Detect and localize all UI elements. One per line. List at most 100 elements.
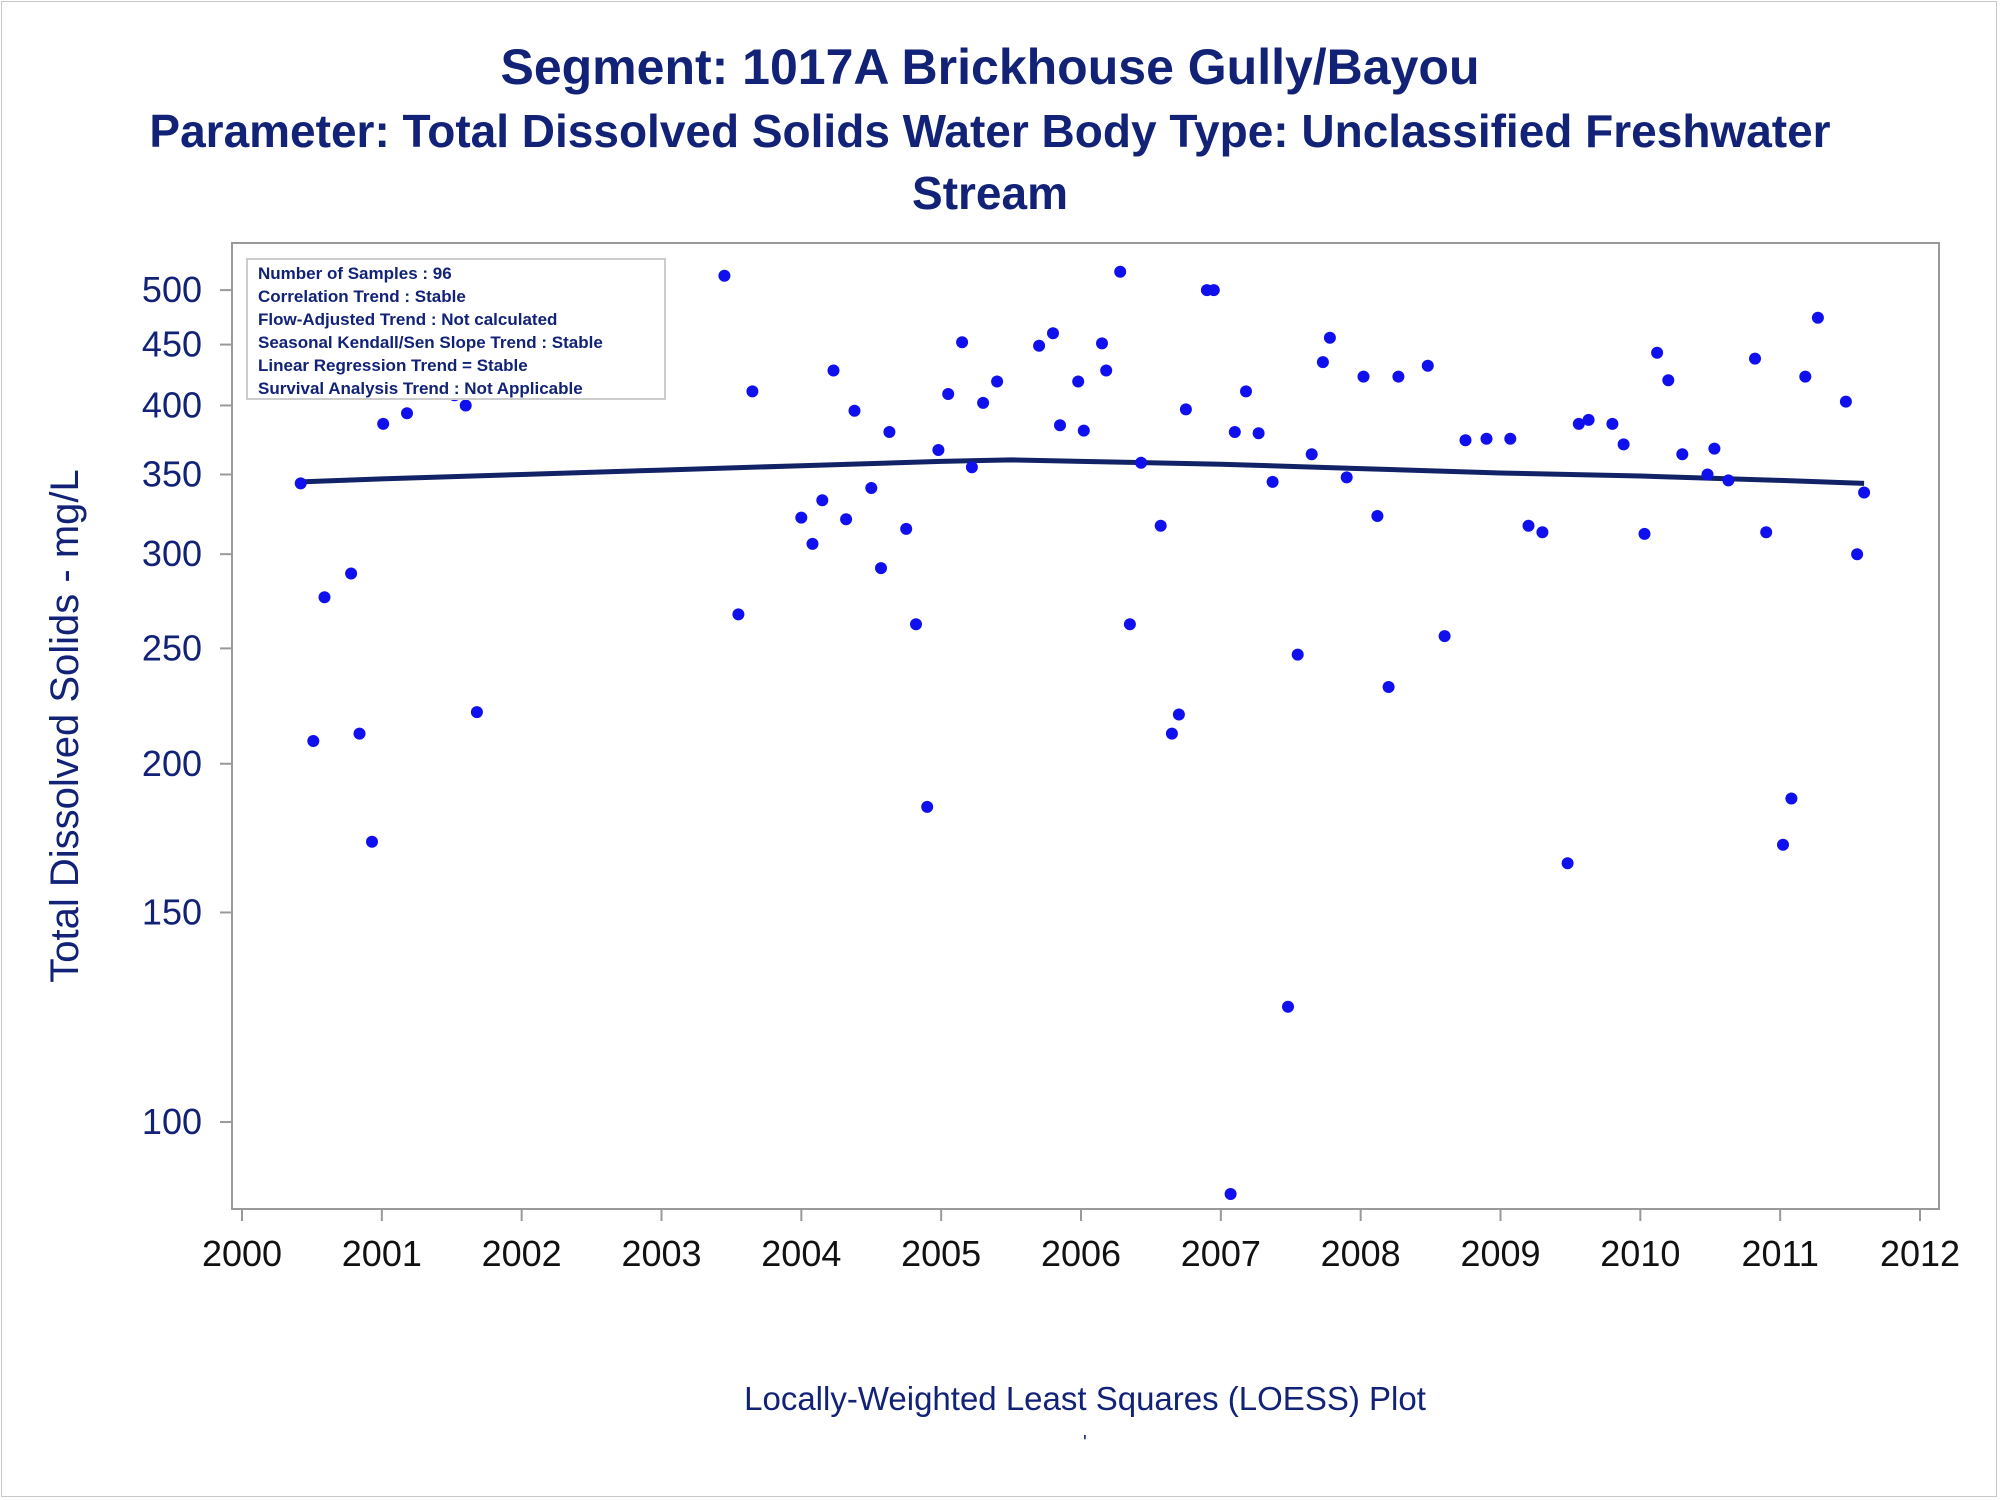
data-point [932,444,945,456]
data-point [1165,727,1178,740]
data-point [1522,519,1535,532]
y-tick-label: 450 [142,324,202,365]
data-point [1228,426,1241,438]
data-point [746,385,759,398]
data-point [1382,681,1395,693]
data-point [1054,419,1066,432]
data-point [956,336,969,349]
x-tick-label: 2008 [1321,1233,1401,1274]
footnote-mark: ' [1083,1432,1087,1454]
data-point [1651,346,1664,359]
data-point [1282,1000,1294,1013]
y-axis-label: Total Dissolved Solids - mg/L [43,469,87,983]
data-point [1096,337,1108,350]
data-point [1799,370,1812,383]
data-point [1207,284,1220,297]
plot-area [231,242,1940,1210]
stats-line: Number of Samples : 96 [258,264,452,283]
data-point [840,513,853,526]
x-tick-label: 2002 [482,1233,562,1274]
x-tick-label: 2003 [621,1233,701,1274]
data-point [1777,838,1789,851]
data-point [318,591,331,604]
data-point [848,404,861,417]
data-point [1357,370,1370,383]
x-tick-label: 2004 [761,1233,841,1274]
data-point [1606,417,1619,430]
data-point [353,727,366,740]
data-point [1033,339,1046,352]
data-point [1323,331,1336,344]
data-point [1459,434,1472,447]
data-point [1047,327,1059,340]
data-point [900,522,913,535]
data-point [345,567,358,580]
data-point [1072,375,1085,388]
x-tick-label: 2007 [1181,1233,1261,1274]
data-point [1240,385,1252,398]
data-point [1154,519,1167,532]
data-point [921,800,934,813]
data-point [1760,526,1773,539]
data-point [883,426,896,438]
data-point [1561,857,1574,870]
y-axis: 100 150 200 250 300 350 400 450 500 [142,269,232,1142]
data-point [875,562,887,575]
data-point [1305,448,1318,461]
data-point [470,706,483,719]
data-point [1572,417,1585,430]
y-tick-label: 350 [142,453,202,494]
data-point [718,269,731,282]
data-point [1676,448,1689,461]
x-tick-label: 2005 [901,1233,981,1274]
data-point [1851,548,1864,561]
x-tick-label: 2010 [1600,1233,1680,1274]
x-tick-label: 2006 [1041,1233,1121,1274]
y-tick-label: 500 [142,269,202,310]
data-point [377,417,390,430]
data-point [1708,442,1721,455]
data-point [1077,424,1090,437]
data-point [795,511,808,524]
data-point [991,375,1004,388]
data-point [806,537,819,550]
data-point [1135,456,1148,469]
stats-box: Number of Samples : 96 Correlation Trend… [246,258,666,400]
data-point [942,388,955,400]
stats-line: Seasonal Kendall/Sen Slope Trend : Stabl… [258,333,603,352]
y-tick-label: 100 [142,1101,202,1142]
data-point [1123,618,1136,631]
data-point [1662,374,1675,387]
data-points [294,265,1871,1200]
data-point [977,396,990,409]
data-point [1316,356,1329,369]
data-point [366,835,378,848]
chart-title-line1: Segment: 1017A Brickhouse Gully/Bayou [500,39,1480,95]
x-tick-label: 2012 [1880,1233,1960,1274]
x-tick-label: 2000 [202,1233,282,1274]
data-point [1100,364,1113,377]
data-point [1172,708,1185,721]
data-point [1224,1188,1237,1200]
data-point [1749,352,1761,365]
y-tick-label: 250 [142,627,202,668]
data-point [965,461,978,474]
data-point [1617,438,1630,451]
data-point [1536,526,1549,539]
data-point [1438,630,1451,643]
x-tick-label: 2011 [1741,1233,1818,1274]
loess-curve [300,457,1865,486]
y-tick-label: 200 [142,743,202,784]
x-tick-label: 2009 [1460,1233,1540,1274]
data-point [732,608,745,621]
data-point [1252,427,1265,440]
data-point [1839,395,1852,408]
y-tick-label: 300 [142,533,202,574]
data-point [1811,311,1824,324]
data-point [816,494,829,507]
stats-line: Linear Regression Trend = Stable [258,356,528,375]
chart-footnote: Locally-Weighted Least Squares (LOESS) P… [744,1380,1426,1417]
data-point [1858,486,1871,499]
chart-title-line2: Parameter: Total Dissolved Solids Water … [149,105,1831,157]
